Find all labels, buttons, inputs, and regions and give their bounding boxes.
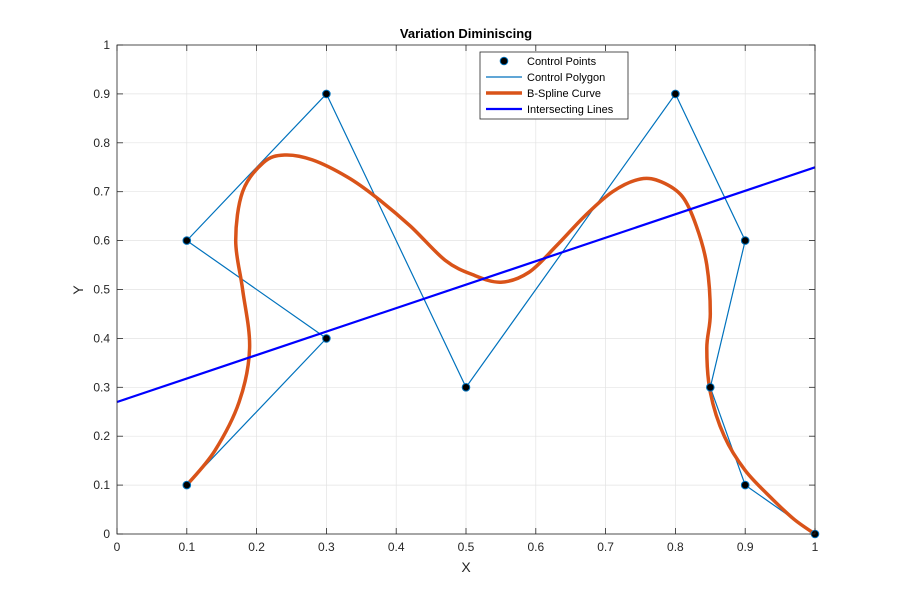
x-tick-label: 0.6 (527, 540, 544, 554)
legend-label: Control Polygon (527, 72, 605, 84)
y-tick-label: 0.8 (93, 136, 110, 150)
y-tick-label: 0.2 (93, 429, 110, 443)
b-spline-curve (185, 153, 817, 536)
x-tick-label: 0.7 (597, 540, 614, 554)
x-tick-label: 0.5 (458, 540, 475, 554)
x-tick-label: 0.2 (248, 540, 265, 554)
control-polygon-series (185, 92, 816, 535)
legend-label: B-Spline Curve (527, 88, 601, 100)
chart-title: Variation Diminiscing (400, 26, 532, 41)
x-tick-label: 0.1 (178, 540, 195, 554)
intersecting-line (116, 166, 816, 404)
y-tick-label: 0.3 (93, 380, 110, 394)
y-tick-label: 0 (103, 527, 110, 541)
control-point (740, 480, 750, 490)
x-tick-label: 0.8 (667, 540, 684, 554)
y-ticks: 0 0.1 0.2 0.3 0.4 0.5 0.6 0.7 0.8 0.9 1 (93, 38, 815, 541)
legend-label: Control Points (527, 56, 597, 68)
y-tick-label: 0.4 (93, 331, 110, 345)
y-tick-label: 0.6 (93, 234, 110, 248)
x-ticks: 0 0.1 0.2 0.3 0.4 0.5 0.6 0.7 0.8 0.9 1 (114, 45, 819, 554)
b-spline-series (185, 153, 817, 536)
x-tick-label: 0.3 (318, 540, 335, 554)
control-point (182, 236, 192, 245)
control-point (671, 89, 680, 99)
control-points-series (182, 89, 820, 539)
x-tick-label: 1 (812, 540, 819, 554)
control-point (322, 334, 331, 343)
control-point (706, 383, 715, 392)
control-point (182, 480, 192, 490)
control-point (461, 383, 471, 392)
intersecting-line-series (116, 166, 816, 404)
y-tick-label: 0.5 (93, 283, 110, 297)
control-polygon-line (185, 92, 816, 535)
x-tick-label: 0.4 (388, 540, 405, 554)
legend-label: Intersecting Lines (527, 104, 614, 116)
legend: Control Points Control Polygon B-Spline Cu… (479, 51, 629, 120)
x-axis-label: X (461, 559, 471, 575)
y-tick-label: 0.7 (93, 185, 110, 199)
y-axis-label: Y (70, 285, 86, 295)
y-tick-label: 0.1 (93, 478, 110, 492)
x-tick-label: 0.9 (737, 540, 754, 554)
x-tick-label: 0 (114, 540, 121, 554)
control-point (322, 89, 331, 99)
control-point (740, 236, 750, 245)
legend-swatch-control-points (499, 56, 509, 66)
y-tick-label: 1 (103, 38, 110, 52)
y-tick-label: 0.9 (93, 87, 110, 101)
